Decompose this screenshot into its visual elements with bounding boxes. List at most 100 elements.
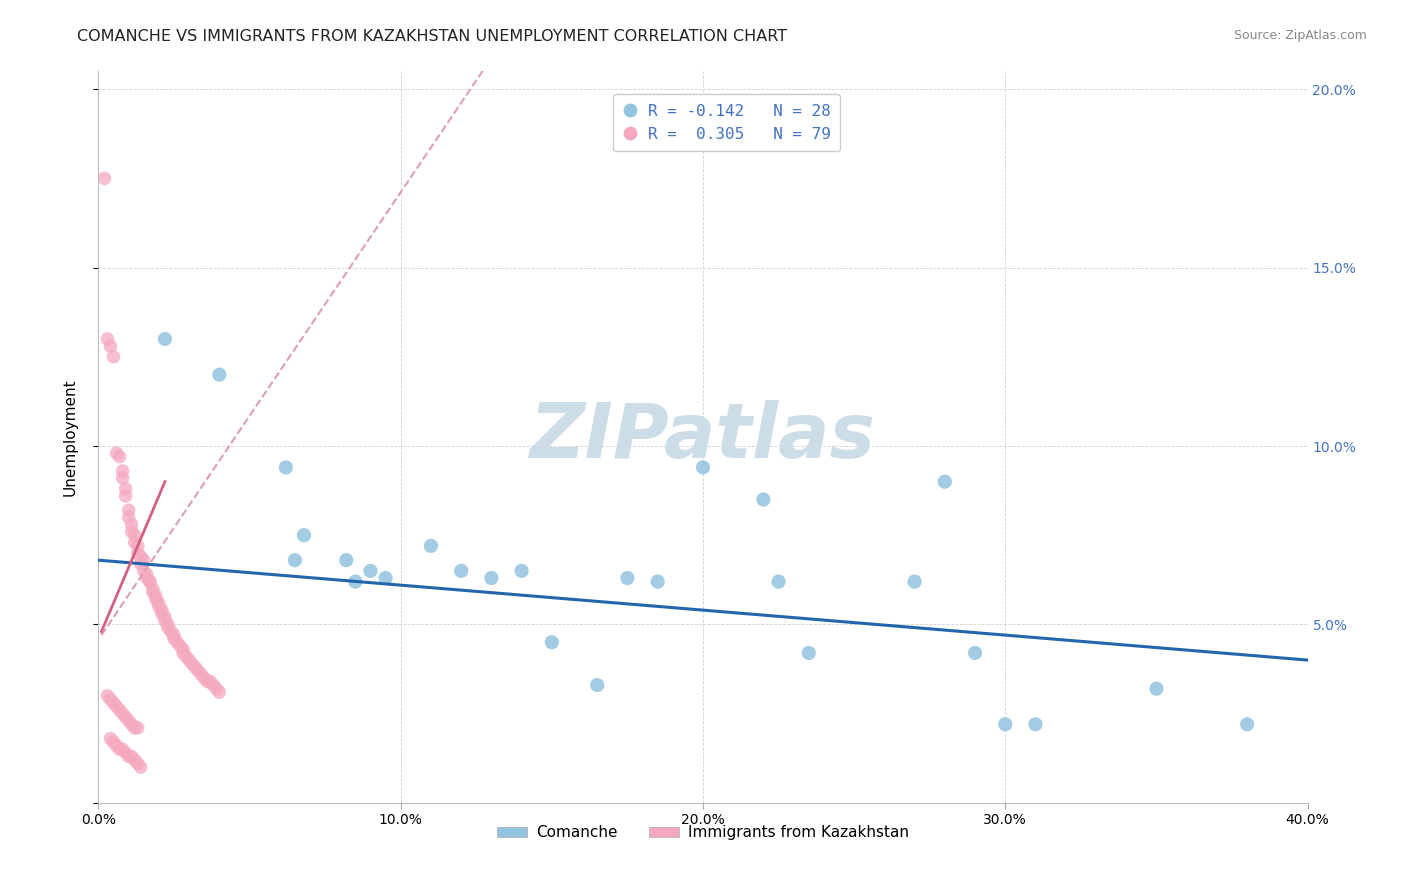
Point: [174, 649, 197, 664]
Point: [420, 539, 443, 553]
Point: [181, 657, 204, 671]
Point: [450, 564, 472, 578]
Point: [586, 678, 609, 692]
Point: [114, 746, 136, 760]
Point: [135, 571, 157, 585]
Point: [616, 571, 638, 585]
Point: [374, 571, 396, 585]
Point: [105, 699, 128, 714]
Point: [148, 599, 170, 614]
Point: [172, 646, 194, 660]
Point: [124, 528, 146, 542]
Point: [145, 589, 167, 603]
Point: [121, 524, 143, 539]
Point: [292, 528, 315, 542]
Point: [179, 653, 201, 667]
Point: [360, 564, 382, 578]
Point: [193, 671, 215, 685]
Point: [692, 460, 714, 475]
Point: [132, 553, 155, 567]
Point: [187, 664, 209, 678]
Point: [129, 549, 152, 564]
Point: [156, 617, 179, 632]
Point: [124, 535, 146, 549]
Point: [169, 639, 191, 653]
Point: [100, 339, 122, 353]
Point: [156, 621, 179, 635]
Point: [121, 749, 143, 764]
Point: [127, 539, 149, 553]
Point: [797, 646, 820, 660]
Point: [142, 582, 165, 596]
Point: [118, 749, 141, 764]
Point: [103, 350, 125, 364]
Point: [103, 696, 125, 710]
Point: [965, 646, 987, 660]
Point: [163, 628, 186, 642]
Point: [904, 574, 927, 589]
Point: [96, 689, 118, 703]
Point: [335, 553, 357, 567]
Point: [540, 635, 562, 649]
Point: [118, 503, 141, 517]
Point: [274, 460, 297, 475]
Point: [752, 492, 775, 507]
Point: [132, 564, 155, 578]
Point: [481, 571, 503, 585]
Point: [145, 592, 167, 607]
Point: [108, 703, 131, 717]
Point: [121, 517, 143, 532]
Point: [202, 678, 225, 692]
Point: [135, 567, 157, 582]
Text: ZIPatlas: ZIPatlas: [530, 401, 876, 474]
Point: [150, 603, 173, 617]
Point: [148, 596, 170, 610]
Point: [93, 171, 115, 186]
Point: [1024, 717, 1046, 731]
Point: [100, 731, 122, 746]
Point: [172, 642, 194, 657]
Point: [139, 574, 162, 589]
Point: [344, 574, 367, 589]
Point: [153, 332, 176, 346]
Point: [510, 564, 533, 578]
Point: [139, 574, 162, 589]
Point: [208, 685, 231, 699]
Point: [284, 553, 307, 567]
Point: [142, 585, 165, 599]
Y-axis label: Unemployment: Unemployment: [63, 378, 77, 496]
Point: [114, 489, 136, 503]
Point: [111, 471, 134, 485]
Point: [205, 681, 228, 696]
Point: [121, 717, 143, 731]
Point: [1236, 717, 1258, 731]
Point: [96, 332, 118, 346]
Point: [127, 721, 149, 735]
Point: [108, 742, 131, 756]
Point: [153, 614, 176, 628]
Point: [150, 607, 173, 621]
Point: [111, 464, 134, 478]
Point: [105, 446, 128, 460]
Point: [124, 721, 146, 735]
Point: [127, 756, 149, 771]
Point: [184, 660, 207, 674]
Point: [105, 739, 128, 753]
Point: [934, 475, 956, 489]
Point: [195, 674, 218, 689]
Point: [160, 624, 183, 639]
Point: [768, 574, 790, 589]
Legend: Comanche, Immigrants from Kazakhstan: Comanche, Immigrants from Kazakhstan: [491, 819, 915, 847]
Point: [153, 610, 176, 624]
Point: [118, 714, 141, 728]
Text: Source: ZipAtlas.com: Source: ZipAtlas.com: [1233, 29, 1367, 42]
Point: [647, 574, 669, 589]
Point: [127, 546, 149, 560]
Text: COMANCHE VS IMMIGRANTS FROM KAZAKHSTAN UNEMPLOYMENT CORRELATION CHART: COMANCHE VS IMMIGRANTS FROM KAZAKHSTAN U…: [77, 29, 787, 44]
Point: [108, 450, 131, 464]
Point: [994, 717, 1017, 731]
Point: [166, 635, 188, 649]
Point: [163, 632, 186, 646]
Point: [114, 482, 136, 496]
Point: [129, 557, 152, 571]
